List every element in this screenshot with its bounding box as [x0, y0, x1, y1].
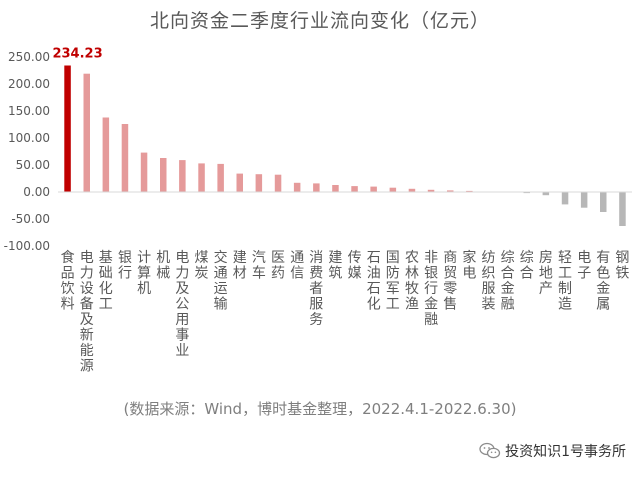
x-tick-label: 计算机: [137, 250, 151, 297]
x-tick-label: 综合: [520, 250, 534, 282]
bar: [542, 192, 550, 196]
chart-title: 北向资金二季度行业流向变化（亿元）: [149, 10, 490, 32]
bar: [179, 160, 186, 192]
bar: [313, 183, 320, 192]
bar: [274, 174, 282, 192]
bar: [160, 158, 167, 192]
x-tick-label: 通信: [290, 250, 304, 282]
y-tick-label: 0.00: [23, 185, 50, 199]
watermark: 投资知识1号事务所: [479, 441, 626, 461]
bar: [580, 192, 588, 208]
wechat-icon: [479, 442, 501, 459]
x-tick-label: 医药: [271, 250, 285, 282]
x-tick-label: 建筑: [328, 250, 342, 282]
x-tick-label: 机械: [156, 250, 170, 282]
x-axis-labels: 食品饮料电力设备及新能源基础化工银行计算机机械电力及公用事业煤炭交通运输建材汽车…: [61, 249, 630, 375]
x-tick-label: 电子: [577, 250, 591, 282]
x-tick-label: 基础化工: [99, 249, 113, 313]
bar: [217, 163, 224, 192]
bar: [427, 189, 435, 192]
x-tick-label: 农林牧渔: [405, 250, 419, 313]
x-tick-label: 纺织服装: [482, 250, 496, 313]
watermark-text: 投资知识1号事务所: [505, 444, 626, 460]
x-tick-label: 家电: [462, 249, 476, 282]
y-tick-label: 100.00: [8, 131, 50, 145]
bar: [293, 182, 301, 192]
bar: [121, 124, 129, 192]
bar: [408, 188, 416, 192]
bar: [83, 73, 90, 192]
x-tick-label: 汽车: [252, 250, 266, 282]
bar-chart: 250.00 200.00 150.00 100.00 50.00 0.00 -50.00 -…: [4, 47, 632, 375]
y-tick-label: 250.00: [8, 50, 50, 64]
bar: [332, 185, 339, 192]
bar: [600, 192, 607, 212]
bar: [370, 186, 377, 192]
x-tick-label: 交通运输: [214, 249, 228, 313]
bars: [64, 65, 626, 226]
x-tick-label: 钢铁: [615, 250, 629, 282]
y-tick-label: -50.00: [11, 212, 50, 226]
bar: [619, 192, 626, 226]
x-tick-label: 消费者服务: [309, 250, 323, 328]
source-note: (数据来源：Wind，博时基金整理，2022.4.1-2022.6.30): [123, 400, 517, 418]
bar: [198, 163, 205, 192]
data-labels: 234.23: [52, 47, 102, 62]
y-tick-label: -100.00: [4, 239, 50, 253]
y-axis: 250.00 200.00 150.00 100.00 50.00 0.00 -50.00 -…: [4, 50, 50, 253]
y-tick-label: 150.00: [8, 104, 50, 118]
bar: [523, 192, 530, 194]
x-tick-label: 建材: [233, 250, 247, 282]
x-tick-label: 食品饮料: [61, 249, 75, 313]
x-tick-label: 电力设备及新能源: [80, 250, 94, 375]
bar: [447, 190, 454, 192]
bar: [102, 117, 110, 192]
x-tick-label: 房地产: [539, 250, 553, 297]
bar: [255, 174, 263, 192]
data-label: 234.23: [52, 47, 102, 62]
y-tick-label: 50.00: [16, 158, 50, 172]
x-tick-label: 石油石化: [367, 250, 381, 313]
x-tick-label: 非银行金融: [424, 250, 438, 328]
x-tick-label: 传媒: [348, 250, 362, 282]
bar: [64, 65, 71, 192]
x-tick-label: 轻工制造: [558, 250, 572, 313]
x-tick-label: 银行: [118, 250, 132, 282]
x-tick-label: 国防军工: [386, 250, 400, 313]
bar: [236, 173, 243, 192]
bar: [140, 152, 148, 192]
x-tick-label: 商贸零售: [443, 250, 457, 313]
bar: [466, 190, 473, 192]
x-tick-label: 综合金融: [501, 250, 515, 313]
bar: [351, 186, 358, 192]
bar: [561, 192, 569, 205]
x-tick-label: 煤炭: [195, 250, 209, 282]
x-tick-label: 电力及公用事业: [175, 250, 189, 359]
y-tick-label: 200.00: [8, 77, 50, 91]
x-tick-label: 有色金属: [596, 250, 610, 313]
bar: [389, 187, 397, 192]
